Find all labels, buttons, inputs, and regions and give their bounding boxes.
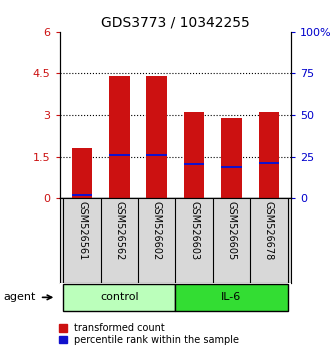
Bar [109, 154, 130, 156]
Text: agent: agent [3, 292, 36, 302]
Text: GSM526603: GSM526603 [189, 201, 199, 260]
Bar [259, 162, 279, 164]
Text: GSM526605: GSM526605 [226, 201, 236, 260]
Text: GSM526602: GSM526602 [152, 201, 162, 260]
Legend: transformed count, percentile rank within the sample: transformed count, percentile rank withi… [58, 322, 240, 346]
Text: GSM526678: GSM526678 [264, 201, 274, 260]
Text: GSM526561: GSM526561 [77, 201, 87, 260]
Bar [72, 194, 92, 196]
Bar [221, 166, 242, 168]
Bar [147, 76, 167, 198]
Bar [72, 148, 92, 198]
Bar [184, 163, 205, 165]
Title: GDS3773 / 10342255: GDS3773 / 10342255 [101, 15, 250, 29]
Text: IL-6: IL-6 [221, 292, 242, 302]
Text: control: control [100, 292, 139, 302]
FancyBboxPatch shape [175, 284, 288, 311]
Bar [221, 118, 242, 198]
Bar [147, 154, 167, 156]
Bar [184, 112, 205, 198]
Bar [109, 76, 130, 198]
Text: GSM526562: GSM526562 [115, 201, 124, 260]
FancyBboxPatch shape [63, 284, 175, 311]
Bar [259, 112, 279, 198]
